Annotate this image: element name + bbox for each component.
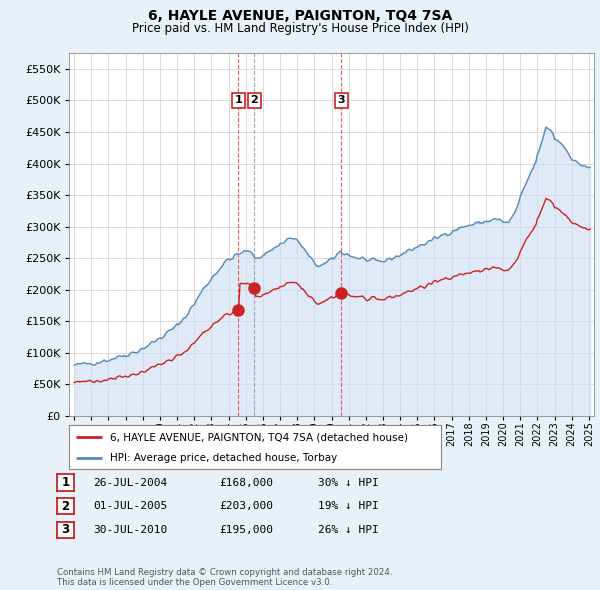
Text: Price paid vs. HM Land Registry's House Price Index (HPI): Price paid vs. HM Land Registry's House … bbox=[131, 22, 469, 35]
Text: 6, HAYLE AVENUE, PAIGNTON, TQ4 7SA: 6, HAYLE AVENUE, PAIGNTON, TQ4 7SA bbox=[148, 9, 452, 24]
Text: Contains HM Land Registry data © Crown copyright and database right 2024.
This d: Contains HM Land Registry data © Crown c… bbox=[57, 568, 392, 587]
Text: 1: 1 bbox=[61, 476, 70, 489]
Text: 26-JUL-2004: 26-JUL-2004 bbox=[93, 478, 167, 487]
Text: 3: 3 bbox=[61, 523, 70, 536]
Text: 19% ↓ HPI: 19% ↓ HPI bbox=[318, 502, 379, 511]
Text: £168,000: £168,000 bbox=[219, 478, 273, 487]
Text: 01-JUL-2005: 01-JUL-2005 bbox=[93, 502, 167, 511]
Text: 3: 3 bbox=[338, 96, 345, 106]
Text: 30-JUL-2010: 30-JUL-2010 bbox=[93, 525, 167, 535]
Text: HPI: Average price, detached house, Torbay: HPI: Average price, detached house, Torb… bbox=[110, 453, 337, 463]
Text: £195,000: £195,000 bbox=[219, 525, 273, 535]
Text: 1: 1 bbox=[235, 96, 242, 106]
Text: 30% ↓ HPI: 30% ↓ HPI bbox=[318, 478, 379, 487]
Text: 2: 2 bbox=[61, 500, 70, 513]
Text: 6, HAYLE AVENUE, PAIGNTON, TQ4 7SA (detached house): 6, HAYLE AVENUE, PAIGNTON, TQ4 7SA (deta… bbox=[110, 432, 408, 442]
Text: £203,000: £203,000 bbox=[219, 502, 273, 511]
Text: 2: 2 bbox=[250, 96, 258, 106]
Text: 26% ↓ HPI: 26% ↓ HPI bbox=[318, 525, 379, 535]
